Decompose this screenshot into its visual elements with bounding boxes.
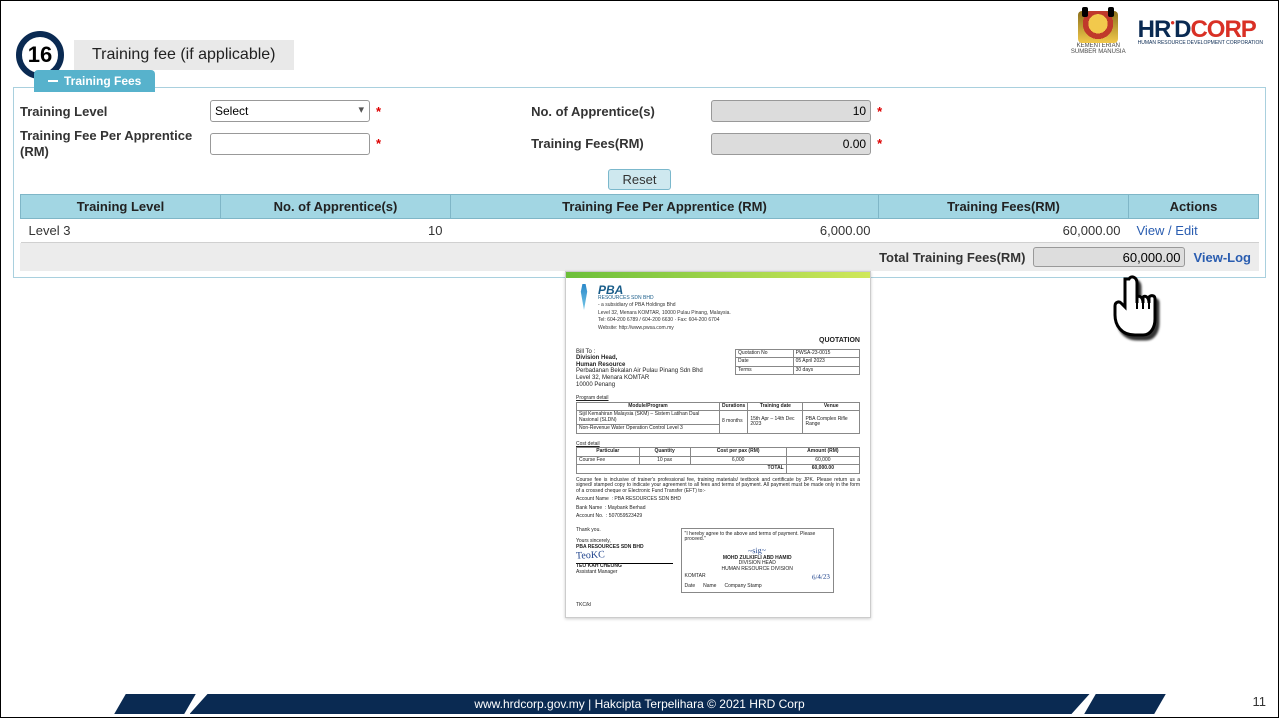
quotation-document: PBA RESOURCES SDN BHD - a subsidiary of … bbox=[565, 271, 871, 618]
total-row: Total Training Fees(RM) View-Log bbox=[20, 243, 1259, 271]
required-marker: * bbox=[877, 136, 882, 151]
page-number: 11 bbox=[1253, 694, 1267, 709]
ministry-logo: KEMENTERIAN SUMBER MANUSIA bbox=[1071, 11, 1126, 55]
fee-per-apprentice-label: Training Fee Per Apprentice (RM) bbox=[20, 128, 210, 159]
th-level: Training Level bbox=[21, 195, 221, 219]
tab-label: Training Fees bbox=[64, 74, 141, 88]
training-fees-input[interactable] bbox=[711, 133, 871, 155]
cell-level: Level 3 bbox=[21, 219, 221, 243]
doc-addr-3: Tel: 604-200 6789 / 604-200 6630 · Fax: … bbox=[598, 318, 731, 324]
training-fees-label: Training Fees(RM) bbox=[531, 136, 711, 151]
bill-to-name: Division Head, bbox=[576, 355, 712, 362]
pba-logo-icon bbox=[576, 284, 592, 310]
apprentices-label: No. of Apprentice(s) bbox=[531, 104, 711, 119]
page-header: 16 Training fee (if applicable) KEMENTER… bbox=[1, 1, 1278, 79]
hrd-text-2: D bbox=[1174, 16, 1190, 43]
reset-button[interactable]: Reset bbox=[608, 169, 672, 190]
total-value-input[interactable] bbox=[1033, 247, 1185, 267]
doc-addr-2: Level 32, Menara KOMTAR, 10000 Pulau Pin… bbox=[598, 311, 731, 317]
cell-fees: 60,000.00 bbox=[879, 219, 1129, 243]
ministry-text-2: SUMBER MANUSIA bbox=[1071, 49, 1126, 55]
step-label: Training fee (if applicable) bbox=[74, 40, 294, 70]
required-marker: * bbox=[877, 104, 882, 119]
doc-addr-1: - a subsidiary of PBA Holdings Bhd bbox=[598, 303, 731, 309]
training-level-label: Training Level bbox=[20, 104, 210, 119]
bill-to-dept: Human Resource bbox=[576, 362, 712, 369]
th-count: No. of Apprentice(s) bbox=[221, 195, 451, 219]
approver-signature-icon: ~sig~ bbox=[748, 546, 766, 556]
quotation-title: QUOTATION bbox=[576, 337, 860, 345]
th-fees: Training Fees(RM) bbox=[879, 195, 1129, 219]
th-actions: Actions bbox=[1129, 195, 1259, 219]
required-marker: * bbox=[376, 136, 381, 151]
fee-per-apprentice-input[interactable] bbox=[210, 133, 370, 155]
cell-fee-per: 6,000.00 bbox=[451, 219, 879, 243]
bill-to-co: Perbadanan Bekalan Air Pulau Pinang Sdn … bbox=[576, 368, 712, 375]
training-fees-table: Training Level No. of Apprentice(s) Trai… bbox=[20, 194, 1259, 243]
page-footer: www.hrdcorp.gov.my | Hakcipta Terpelihar… bbox=[1, 691, 1278, 717]
cell-count: 10 bbox=[221, 219, 451, 243]
hrd-subtitle: HUMAN RESOURCE DEVELOPMENT CORPORATION bbox=[1138, 40, 1263, 46]
view-log-link[interactable]: View-Log bbox=[1193, 250, 1251, 265]
hrd-text-3: CORP bbox=[1190, 16, 1255, 43]
training-fees-panel: Training Fees Training Level Select * No… bbox=[13, 87, 1266, 278]
collapse-icon bbox=[48, 80, 58, 82]
required-marker: * bbox=[376, 104, 381, 119]
hrd-text-1: HR bbox=[1138, 16, 1171, 43]
hand-cursor-icon bbox=[1101, 269, 1161, 349]
footer-text: www.hrdcorp.gov.my | Hakcipta Terpelihar… bbox=[190, 694, 1090, 714]
training-level-select[interactable]: Select bbox=[210, 100, 370, 122]
bill-to-label: Bill To : bbox=[576, 349, 712, 356]
th-fee-per: Training Fee Per Apprentice (RM) bbox=[451, 195, 879, 219]
hrdcorp-logo: HR●DCORP HUMAN RESOURCE DEVELOPMENT CORP… bbox=[1138, 20, 1263, 46]
view-edit-link[interactable]: View / Edit bbox=[1137, 223, 1198, 238]
apprentices-input[interactable] bbox=[711, 100, 871, 122]
doc-note: Course fee is inclusive of trainer's pro… bbox=[576, 478, 860, 495]
bill-to-addr1: Level 32, Menara KOMTAR bbox=[576, 375, 712, 382]
table-row: Level 3 10 6,000.00 60,000.00 View / Edi… bbox=[21, 219, 1259, 243]
logo-area: KEMENTERIAN SUMBER MANUSIA HR●DCORP HUMA… bbox=[1071, 11, 1263, 55]
bill-to-addr2: 10000 Penang bbox=[576, 382, 712, 389]
doc-company-sub: RESOURCES SDN BHD bbox=[598, 296, 731, 301]
training-fees-tab[interactable]: Training Fees bbox=[34, 70, 155, 92]
cell-actions: View / Edit bbox=[1129, 219, 1259, 243]
total-label: Total Training Fees(RM) bbox=[879, 250, 1025, 265]
step-number: 16 bbox=[28, 42, 52, 68]
doc-addr-4: Website: http://www.pwsa.com.my bbox=[598, 326, 731, 332]
crest-icon bbox=[1078, 11, 1118, 43]
signature-icon: TeoKC bbox=[576, 550, 605, 562]
doc-ref: TKC/kl bbox=[576, 603, 860, 609]
